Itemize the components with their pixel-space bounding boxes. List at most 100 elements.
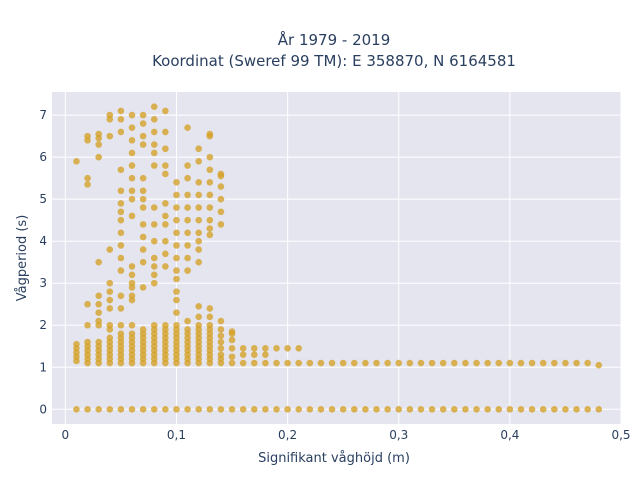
scatter-series [73,103,225,333]
x-tick-label: 0 [62,428,70,442]
scatter-point [150,116,158,123]
scatter-point [173,229,180,237]
scatter-point [117,128,125,136]
scatter-point [128,187,136,195]
scatter-point [162,200,169,207]
scatter-point [173,179,180,186]
scatter-point [484,405,491,413]
scatter-point [173,191,180,199]
scatter-point [184,229,191,237]
scatter-point [184,216,191,224]
scatter-point [551,359,558,367]
scatter-point [262,359,269,367]
scatter-point [295,405,303,413]
chart-title-line2: Koordinat (Sweref 99 TM): E 358870, N 61… [152,52,516,70]
scatter-point [406,405,414,413]
scatter-point [73,158,80,165]
x-tick-label: 0,5 [611,428,630,442]
scatter-point [539,405,547,413]
scatter-point [128,330,136,337]
scatter-point [339,359,347,367]
scatter-point [217,183,225,190]
scatter-point [173,242,180,249]
scatter-point [150,271,158,279]
scatter-point [150,103,158,111]
scatter-point [139,111,147,119]
scatter-point [84,300,91,308]
y-tick-label: 2 [39,318,47,332]
scatter-point [284,405,291,413]
scatter-point [573,405,580,413]
scatter-point [250,345,258,352]
scatter-point [217,405,225,413]
scatter-point [228,328,236,335]
scatter-point [250,405,258,413]
scatter-point [139,233,147,241]
scatter-point [128,296,136,304]
scatter-point [451,405,458,413]
scatter-point [273,359,280,367]
scatter-point [106,305,114,312]
scatter-point [106,296,114,304]
x-tick-labels: 0 0,1 0,2 0,3 0,4 0,5 [62,428,631,442]
scatter-point [84,405,91,413]
scatter-point [139,246,147,253]
scatter-point [150,141,158,148]
y-tick-label: 7 [39,108,47,122]
scatter-point [73,405,80,413]
scatter-point [95,258,102,266]
scatter-point [128,111,136,119]
scatter-point [128,137,136,144]
scatter-point [106,288,114,295]
scatter-point [195,246,202,253]
scatter-point [195,179,202,186]
scatter-point [184,162,191,169]
scatter-point [250,351,258,358]
scatter-point [106,334,114,342]
scatter-point [517,359,525,367]
scatter-point [228,345,236,352]
scatter-point [150,263,158,270]
scatter-point [206,130,214,138]
scatter-point [195,229,202,237]
y-tick-label: 4 [39,234,47,248]
scatter-point [462,405,469,413]
scatter-point [117,200,125,207]
scatter-point [206,153,214,161]
scatter-point [184,124,191,132]
scatter-point [217,195,225,203]
scatter-point [173,321,180,329]
scatter-point [195,258,202,266]
scatter-point [362,405,369,413]
scatter-point [239,345,247,352]
scatter-point [206,191,214,199]
scatter-point [162,221,169,228]
scatter-point [528,359,536,367]
scatter-point [128,271,136,279]
scatter-point [228,405,236,413]
scatter-point [217,345,225,352]
scatter-point [162,107,169,115]
scatter-point [262,405,269,413]
scatter-point [239,359,247,367]
scatter-point [117,107,125,115]
scatter-point [95,300,102,308]
scatter-point [206,305,214,312]
scatter-point [562,405,569,413]
scatter-point [150,162,158,169]
scatter-point [106,116,114,123]
y-tick-labels: 0 1 2 3 4 5 6 7 [39,108,47,416]
scatter-point [284,345,291,352]
scatter-point [184,326,191,333]
scatter-point [451,359,458,367]
scatter-point [117,187,125,195]
scatter-point [362,359,369,367]
scatter-point [173,288,180,295]
grid-lines [52,92,622,424]
scatter-point [162,250,169,258]
x-tick-label: 0,4 [500,428,519,442]
scatter-point [84,174,91,182]
scatter-point [584,359,591,367]
scatter-point [595,405,603,413]
